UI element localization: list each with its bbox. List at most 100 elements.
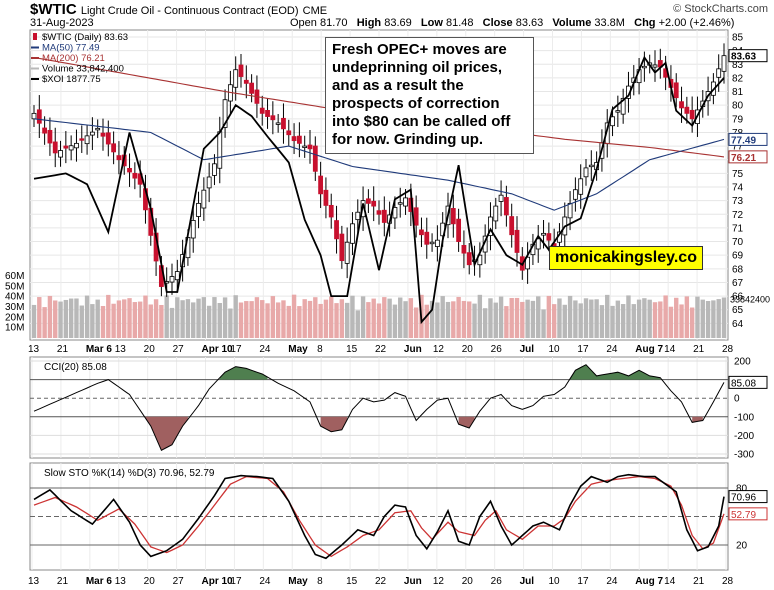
volume-tick-label: 20M <box>5 312 24 323</box>
price-candle <box>196 202 201 217</box>
stochastic-d-box <box>728 507 768 521</box>
price-tick-label: 80 <box>732 101 744 112</box>
volume-bar <box>536 296 541 338</box>
volume-bar <box>403 301 408 338</box>
volume-bar <box>307 300 313 338</box>
price-candle <box>488 216 493 236</box>
price-candle <box>355 211 361 221</box>
x-tick-label: 17 <box>230 344 242 355</box>
stochastic-tick-label: 20 <box>736 541 748 552</box>
price-candle <box>450 208 456 225</box>
volume-bar <box>636 299 642 338</box>
stochastic-d-line <box>33 475 725 558</box>
price-candle <box>652 64 658 68</box>
x-tick-label: 10 <box>549 344 561 355</box>
price-candle <box>419 229 424 236</box>
price-candle <box>429 241 435 245</box>
ma50-last-label: 77.49 <box>731 135 756 146</box>
price-tick-label: 65 <box>732 305 744 316</box>
price-candle <box>307 144 313 150</box>
ohlc-summary: Open 81.70 High 83.69 Low 81.48 Close 83… <box>290 17 735 29</box>
price-candle <box>334 220 339 240</box>
price-candle <box>217 131 223 169</box>
volume-bar <box>329 296 334 338</box>
cci-tick-label: 200 <box>734 357 751 368</box>
x-tick-label: 13 <box>115 576 127 587</box>
price-candle <box>461 245 467 254</box>
volume-bar <box>711 300 716 338</box>
volume-bar <box>445 301 451 338</box>
x-tick-label: 22 <box>375 576 387 587</box>
volume-bar <box>191 302 196 338</box>
price-candle <box>281 117 286 130</box>
price-candle <box>95 127 101 131</box>
volume-bar <box>169 307 175 338</box>
volume-bar <box>164 295 169 338</box>
stochastic-k-line <box>33 473 725 560</box>
volume-bar <box>153 299 159 338</box>
price-tick-label: 64 <box>732 319 744 330</box>
legend-entry: MA(50) 77.49 <box>42 43 100 54</box>
price-candle <box>376 210 382 215</box>
ma200-last-label-box <box>728 150 768 164</box>
volume-bar <box>122 299 127 338</box>
price-candle <box>132 172 138 179</box>
volume-bar <box>721 297 727 338</box>
volume-bar <box>180 300 185 338</box>
price-candle <box>105 132 111 145</box>
x-tick-label: May <box>288 344 308 355</box>
price-candle <box>509 216 515 236</box>
volume-bar <box>286 305 291 338</box>
volume-bar <box>350 295 355 338</box>
volume-bar <box>626 295 631 338</box>
cci-line <box>33 364 725 451</box>
price-candle <box>535 238 541 250</box>
cci-last-box <box>728 375 768 389</box>
price-candle <box>679 101 684 109</box>
x-tick-label: Apr 10 <box>202 576 234 587</box>
volume-bar <box>244 301 249 338</box>
volume-bar <box>599 305 605 338</box>
price-candle <box>68 145 74 151</box>
price-candle <box>583 167 589 178</box>
price-candle <box>116 155 122 161</box>
stochastic-k-last-label: 70.96 <box>731 493 756 504</box>
price-candle <box>525 256 531 270</box>
x-tick-label: 28 <box>722 344 734 355</box>
cci-oversold-fill <box>145 416 188 451</box>
volume-bar <box>488 298 493 338</box>
cci-title: CCI(20) 85.08 <box>44 362 107 373</box>
volume-bar <box>477 294 483 338</box>
x-tick-label: 8 <box>317 576 323 587</box>
price-candle <box>296 135 302 144</box>
price-candle <box>174 271 180 281</box>
price-candle <box>397 202 403 205</box>
price-candle <box>684 106 690 114</box>
volume-bar <box>679 304 684 338</box>
cci-tick-label: -300 <box>734 450 754 461</box>
volume-bar <box>525 299 530 338</box>
price-tick-label: 70 <box>732 237 744 248</box>
volume-bar <box>408 298 414 338</box>
volume-bar <box>435 302 440 338</box>
volume-bar <box>567 295 573 338</box>
volume-bar <box>275 302 281 338</box>
volume-bar <box>562 304 567 338</box>
volume-bar <box>615 300 621 338</box>
price-last-label: 83.63 <box>731 52 756 63</box>
volume-bar <box>493 302 498 338</box>
x-tick-label: 24 <box>606 576 618 587</box>
volume-bar <box>68 298 74 338</box>
price-tick-label: 82 <box>732 73 744 84</box>
cci-oversold-fill <box>692 416 703 423</box>
x-tick-label: 20 <box>144 576 156 587</box>
volume-bar <box>398 297 403 338</box>
price-tick-label: 69 <box>732 251 744 262</box>
price-candle <box>403 197 408 207</box>
legend-candle-icon <box>33 33 37 40</box>
volume-bar <box>106 294 111 338</box>
volume-bar <box>116 300 122 338</box>
price-tick-label: 68 <box>732 264 744 275</box>
volume-bar <box>472 303 477 338</box>
volume-bar <box>143 295 148 338</box>
